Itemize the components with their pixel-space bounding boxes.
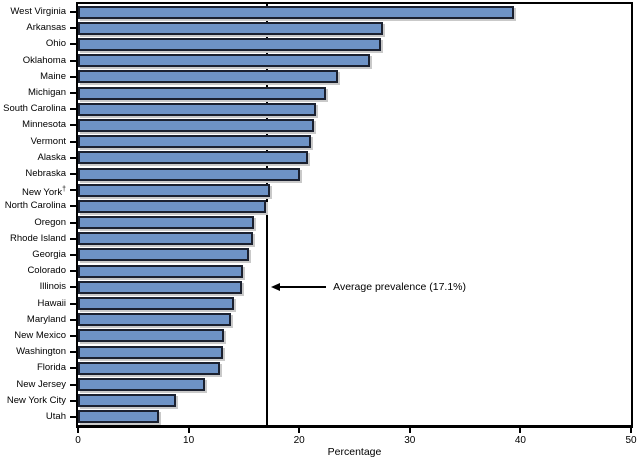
x-tick-label: 10 — [183, 435, 195, 446]
category-label-florida: Florida — [36, 362, 66, 374]
category-label-new-jersey: New Jersey — [16, 378, 66, 390]
bar-washington — [78, 345, 223, 359]
category-label-nebraska: Nebraska — [25, 168, 66, 180]
category-label-georgia: Georgia — [32, 248, 66, 260]
x-tick-label: 50 — [625, 435, 637, 446]
y-tick — [70, 173, 76, 176]
x-tick-label: 40 — [514, 435, 526, 446]
bar-illinois — [78, 280, 242, 294]
y-tick — [70, 286, 76, 289]
category-label-maryland: Maryland — [26, 313, 66, 325]
plot-area: Average prevalence (17.1%) — [76, 2, 633, 428]
bar-oklahoma — [78, 54, 370, 68]
x-axis-title: Percentage — [327, 446, 382, 458]
category-label-ohio: Ohio — [45, 38, 66, 50]
y-tick — [70, 415, 76, 418]
bar-south-carolina — [78, 102, 316, 116]
y-tick — [70, 43, 76, 46]
average-annotation: Average prevalence (17.1%) — [271, 280, 466, 294]
y-tick — [70, 205, 76, 208]
y-tick — [70, 156, 76, 159]
y-tick — [70, 383, 76, 386]
y-tick — [70, 11, 76, 14]
category-label-west-virginia: West Virginia — [10, 6, 66, 18]
bar-michigan — [78, 86, 326, 100]
bar-hawaii — [78, 297, 234, 311]
bar-new-york — [78, 183, 271, 197]
category-label-colorado: Colorado — [27, 265, 66, 277]
bar-west-virginia — [78, 5, 514, 19]
category-label-maine: Maine — [40, 70, 66, 82]
category-label-new-york: New York† — [21, 186, 66, 199]
x-tick-label: 20 — [293, 435, 305, 446]
category-label-new-york-city: New York City — [6, 394, 66, 406]
category-label-new-mexico: New Mexico — [14, 329, 66, 341]
bar-alaska — [78, 151, 309, 165]
category-label-illinois: Illinois — [39, 281, 66, 293]
category-label-oklahoma: Oklahoma — [22, 54, 66, 66]
category-label-arkansas: Arkansas — [26, 22, 66, 34]
arrow-shaft — [280, 286, 327, 289]
y-tick — [70, 351, 76, 354]
y-tick — [70, 189, 76, 192]
y-tick — [70, 59, 76, 62]
bar-north-carolina — [78, 199, 267, 213]
category-label-utah: Utah — [45, 410, 66, 422]
y-tick — [70, 75, 76, 78]
bar-new-mexico — [78, 329, 224, 343]
average-annotation-label: Average prevalence (17.1%) — [333, 281, 467, 294]
bar-ohio — [78, 37, 382, 51]
y-tick — [70, 399, 76, 402]
bar-georgia — [78, 248, 250, 262]
bar-minnesota — [78, 118, 314, 132]
y-tick — [70, 253, 76, 256]
y-tick — [70, 270, 76, 273]
bar-florida — [78, 361, 220, 375]
y-tick — [70, 367, 76, 370]
category-label-vermont: Vermont — [30, 135, 66, 147]
bar-rhode-island — [78, 232, 253, 246]
category-label-alaska: Alaska — [37, 151, 66, 163]
category-label-oregon: Oregon — [34, 216, 66, 228]
x-tick — [630, 428, 632, 433]
bar-nebraska — [78, 167, 301, 181]
category-label-south-carolina: South Carolina — [3, 103, 66, 115]
x-tick — [519, 428, 522, 433]
y-tick — [70, 237, 76, 240]
bar-colorado — [78, 264, 243, 278]
x-tick — [408, 428, 411, 433]
category-label-rhode-island: Rhode Island — [10, 232, 66, 244]
y-tick — [70, 92, 76, 95]
y-tick — [70, 140, 76, 143]
y-tick — [70, 334, 76, 337]
category-label-north-carolina: North Carolina — [4, 200, 66, 212]
y-tick — [70, 318, 76, 321]
y-tick — [70, 27, 76, 30]
category-label-michigan: Michigan — [27, 87, 66, 99]
bar-utah — [78, 410, 159, 424]
x-tick — [298, 428, 301, 433]
category-label-hawaii: Hawaii — [37, 297, 66, 309]
bar-new-jersey — [78, 378, 206, 392]
bar-vermont — [78, 135, 312, 149]
bar-oregon — [78, 216, 254, 230]
x-tick-label: 0 — [75, 435, 81, 446]
x-tick — [187, 428, 190, 433]
x-tick — [77, 428, 79, 433]
bar-arkansas — [78, 21, 384, 35]
bar-maine — [78, 70, 338, 84]
y-tick — [70, 221, 76, 224]
category-label-minnesota: Minnesota — [22, 119, 66, 131]
y-tick — [70, 302, 76, 305]
bar-new-york-city — [78, 394, 177, 408]
y-tick — [70, 108, 76, 111]
average-reference-line — [266, 4, 269, 425]
left-arrow-icon — [271, 283, 281, 292]
y-tick — [70, 124, 76, 127]
category-label-washington: Washington — [16, 346, 66, 358]
bar-maryland — [78, 313, 231, 327]
x-tick-label: 30 — [404, 435, 416, 446]
